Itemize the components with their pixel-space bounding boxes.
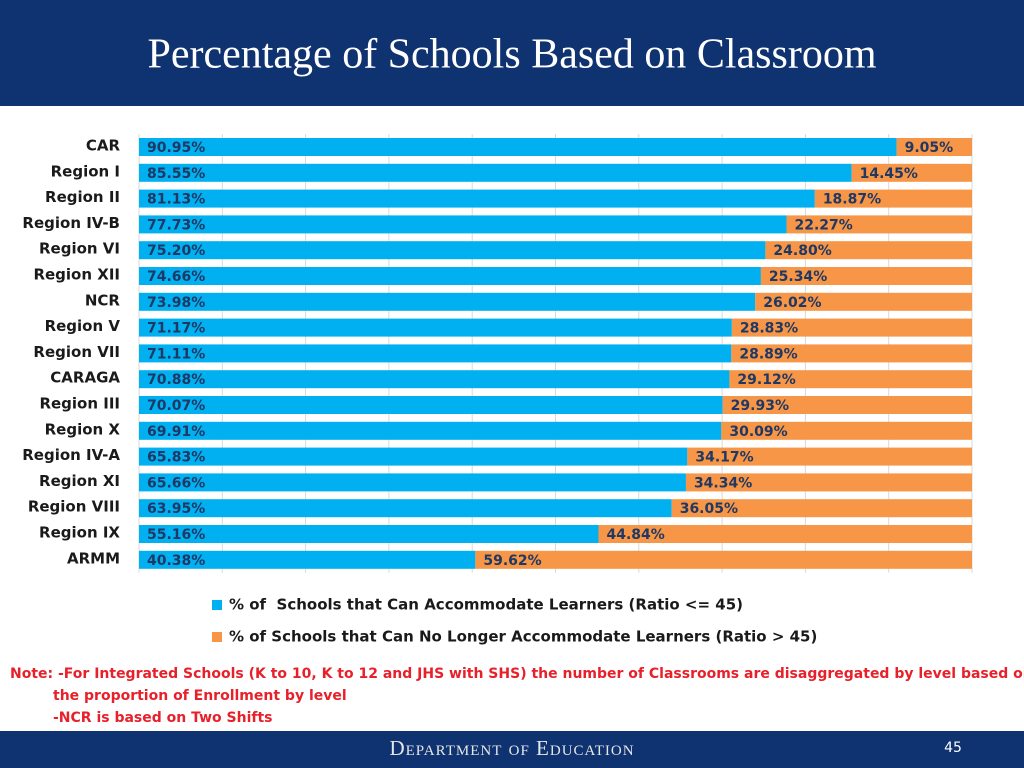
value-label: 65.66% [147,475,205,491]
bar-segment [139,370,730,389]
bar-segment [139,292,756,311]
category-label: Region III [39,395,120,413]
value-label: 34.34% [694,475,752,491]
legend-label: % of Schools that Can No Longer Accommod… [229,628,817,646]
value-label: 73.98% [147,295,205,311]
value-label: 70.88% [147,372,205,388]
bar-segment [760,267,972,285]
bar-segment [139,163,852,182]
bar-segment [139,550,476,569]
bar-segment [687,447,972,466]
bar-segment [139,525,599,543]
value-label: 28.89% [739,346,797,362]
value-label: 75.20% [147,243,205,259]
value-label: 34.17% [695,450,753,466]
value-label: 40.38% [147,553,205,569]
category-label: Region VIII [28,498,120,516]
category-label: Region VI [39,240,120,258]
bar-segment [721,421,972,440]
value-label: 90.95% [147,140,205,156]
value-label: 70.07% [147,398,205,414]
bar-segment [598,525,972,543]
page-number: 45 [944,740,962,756]
value-label: 14.45% [860,166,918,182]
bar-segment [139,421,722,440]
bar-segment [139,241,766,260]
value-label: 22.27% [794,217,852,233]
bar-segment [139,344,732,363]
category-label: CAR [86,137,121,155]
value-label: 44.84% [606,527,664,543]
bar-segment [685,473,972,492]
bar-segment [139,318,732,337]
value-label: 29.93% [731,398,789,414]
legend-label: % of Schools that Can Accommodate Learne… [229,596,743,614]
legend-swatch [212,600,222,610]
note-line: -NCR is based on Two Shifts [53,710,273,726]
value-label: 81.13% [147,192,205,208]
value-label: 63.95% [147,501,205,517]
value-label: 9.05% [905,140,954,156]
bar-segment [475,550,972,569]
value-label: 18.87% [823,192,881,208]
bar-segment [755,292,972,311]
value-label: 24.80% [773,243,831,259]
chart-title: Percentage of Schools Based on Classroom [147,32,876,78]
category-label: Region IV-A [22,446,120,464]
bar-segment [139,189,815,208]
value-label: 77.73% [147,217,205,233]
legend-swatch [212,632,222,642]
value-label: 71.17% [147,321,205,337]
note-line: the proportion of Enrollment by level [53,688,347,704]
bar-segment [729,370,972,389]
category-label: CARAGA [50,369,120,387]
category-label: Region II [45,188,120,206]
bar-segment [896,138,972,156]
bar-segment [851,163,972,182]
footer-band [0,731,1024,768]
value-label: 36.05% [680,501,738,517]
category-label: Region X [45,420,121,438]
bar-segment [731,318,972,337]
bar-segment [139,138,897,156]
note-line: Note: -For Integrated Schools (K to 10, … [10,666,1024,682]
category-label: NCR [85,291,121,309]
footer-organization: Department of Education [389,736,634,760]
bar-segment [671,499,972,518]
value-label: 25.34% [769,269,827,285]
bar-segment [139,215,787,234]
value-label: 69.91% [147,424,205,440]
bar-segment [139,396,723,414]
value-label: 28.83% [740,321,798,337]
bar-segment [731,344,972,363]
value-label: 65.83% [147,450,205,466]
value-label: 74.66% [147,269,205,285]
value-label: 85.55% [147,166,205,182]
category-label: Region XII [33,266,120,284]
category-label: Region I [51,162,120,180]
bar-segment [139,267,761,285]
bar-segment [765,241,972,260]
value-label: 59.62% [483,553,541,569]
value-label: 30.09% [729,424,787,440]
value-label: 55.16% [147,527,205,543]
value-label: 71.11% [147,346,205,362]
category-label: ARMM [67,549,120,567]
category-label: Region IX [39,524,120,542]
bar-segment [139,499,672,518]
value-label: 29.12% [737,372,795,388]
bar-segment [786,215,972,234]
category-label: Region VII [33,343,120,361]
bar-segment [139,473,686,492]
bar-segment [139,447,688,466]
bar-segment [722,396,972,414]
bar-segment [814,189,972,208]
value-label: 26.02% [763,295,821,311]
category-label: Region IV-B [22,214,120,232]
header-band [0,0,1024,106]
category-label: Region V [45,317,121,335]
category-label: Region XI [39,472,120,490]
